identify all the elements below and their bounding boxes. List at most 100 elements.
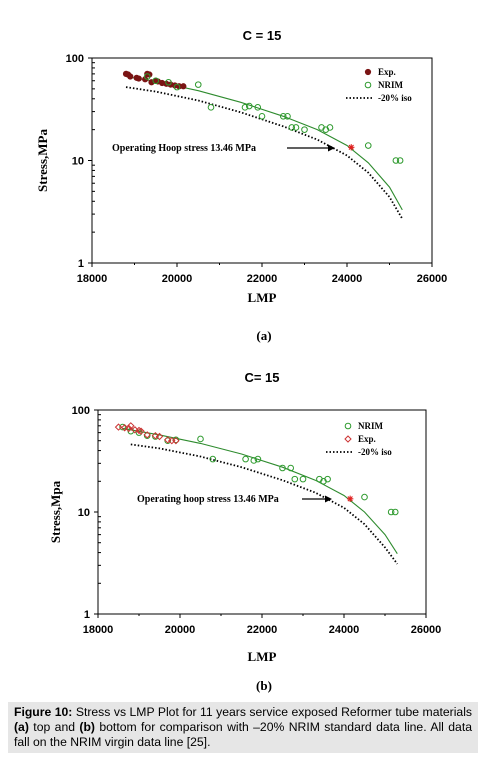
nrim-point	[392, 157, 400, 164]
exp-point	[127, 422, 135, 430]
x-tick-label: 20000	[162, 273, 193, 285]
legend-swatch-nrim	[364, 81, 372, 89]
nrim-point	[326, 124, 334, 131]
annotation-arrow-head	[328, 144, 335, 152]
operating-stress-annotation: Operating Hoop stress 13.46 MPa	[112, 143, 256, 154]
operating-point-marker	[348, 144, 355, 151]
nrim-point	[288, 124, 296, 131]
nrim-point	[245, 102, 253, 110]
nrim-point	[287, 464, 295, 472]
nrim-point	[396, 157, 404, 164]
caption-text-2: top and	[28, 720, 80, 734]
panel-label: (b)	[256, 678, 272, 693]
nrim-point	[143, 73, 151, 80]
nrim-point	[301, 126, 308, 133]
nrim-point	[387, 508, 395, 516]
caption-label: Figure 10:	[14, 705, 73, 719]
x-axis-label: LMP	[248, 290, 277, 305]
legend-label: Exp.	[358, 434, 376, 444]
exp-point	[125, 424, 133, 433]
nrim-point	[119, 423, 126, 431]
nrim-point	[197, 435, 204, 443]
exp-point	[137, 427, 145, 435]
nrim-point	[299, 475, 307, 483]
legend-label: NRIM	[378, 80, 404, 90]
plot-frame	[97, 409, 427, 615]
exp-point	[127, 73, 134, 80]
nrim-point	[279, 112, 287, 120]
x-tick-label: 20000	[165, 624, 196, 636]
y-tick-label: 10	[78, 507, 90, 519]
exp-point	[172, 436, 180, 445]
x-tick-label: 18000	[83, 624, 114, 636]
x-tick-label: 26000	[417, 273, 448, 285]
exp-point	[131, 426, 139, 434]
exp-point	[163, 436, 172, 444]
y-tick-label: 10	[72, 156, 84, 168]
exp-point	[143, 431, 151, 439]
operating-stress-annotation: Operating hoop stress 13.46 MPa	[137, 494, 279, 505]
nrim-point	[254, 104, 262, 111]
y-tick-label: 1	[84, 609, 90, 621]
y-axis-label: Stress,MPa	[35, 129, 50, 192]
caption-a: (a)	[14, 720, 29, 734]
exp-point	[151, 431, 160, 440]
legend-swatch-exp	[344, 435, 352, 443]
operating-point-marker	[346, 495, 354, 503]
nrim-point	[324, 475, 331, 483]
chart-b-svg: C= 15 18000 20000 22000 24000 26000 1 10 100 LMP S…	[48, 370, 442, 693]
legend-swatch-exp	[364, 68, 372, 76]
nrim-point	[152, 77, 160, 85]
exp-point	[120, 424, 129, 432]
exp-point	[135, 426, 143, 435]
y-tick-label: 100	[72, 405, 90, 417]
chart-panel-a: C = 15 18000 20000 22000 24000 26000 1 10 100 LMP…	[0, 0, 484, 355]
exp-point	[155, 432, 164, 441]
legend-label: -20% iso	[358, 447, 392, 457]
nrim-point	[391, 508, 399, 516]
exp-point	[135, 75, 142, 82]
caption-b: (b)	[79, 720, 95, 734]
chart-panel-b: C= 15 18000 20000 22000 24000 26000 1 10 100 LMP S…	[0, 368, 484, 698]
legend-swatch-nrim	[344, 422, 352, 430]
exp-point	[180, 83, 187, 90]
x-tick-label: 26000	[411, 624, 442, 636]
caption-text-1: Stress vs LMP Plot for 11 years service …	[72, 705, 472, 719]
x-tick-label: 22000	[247, 273, 278, 285]
x-axis-label: LMP	[248, 649, 277, 664]
nrim-point	[284, 112, 291, 120]
panel-label: (a)	[256, 328, 271, 343]
legend-label: NRIM	[358, 421, 384, 431]
nrim-point	[209, 455, 217, 463]
nrim-point	[361, 493, 368, 501]
nrim-point	[173, 83, 181, 91]
legend-label: -20% iso	[378, 93, 412, 103]
nrim-fit-line	[122, 427, 398, 554]
nrim-point	[241, 104, 249, 111]
chart-a-svg: C = 15 18000 20000 22000 24000 26000 1 10 100 LMP…	[35, 28, 448, 343]
iso-20-line	[130, 443, 399, 565]
nrim-point	[291, 475, 299, 483]
x-tick-label: 24000	[332, 273, 363, 285]
annotation-arrow-head	[325, 495, 332, 503]
nrim-point	[194, 81, 202, 88]
nrim-point	[292, 124, 300, 131]
nrim-point	[258, 112, 266, 120]
nrim-point	[242, 455, 249, 463]
x-tick-label: 24000	[329, 624, 360, 636]
nrim-point	[254, 455, 262, 463]
x-tick-label: 22000	[247, 624, 278, 636]
nrim-point	[165, 78, 172, 86]
y-axis-label: Stress,Mpa	[48, 480, 63, 543]
legend-label: Exp.	[378, 67, 396, 77]
nrim-point	[250, 457, 258, 464]
caption-text-3: bottom for comparison with –20% NRIM sta…	[14, 720, 472, 749]
nrim-point	[364, 142, 372, 149]
y-tick-label: 100	[66, 53, 84, 65]
chart-title: C= 15	[244, 370, 279, 385]
nrim-point	[207, 104, 215, 111]
chart-title: C = 15	[243, 28, 282, 43]
y-tick-label: 1	[78, 258, 84, 270]
exp-point	[114, 423, 123, 431]
nrim-point	[279, 464, 286, 472]
